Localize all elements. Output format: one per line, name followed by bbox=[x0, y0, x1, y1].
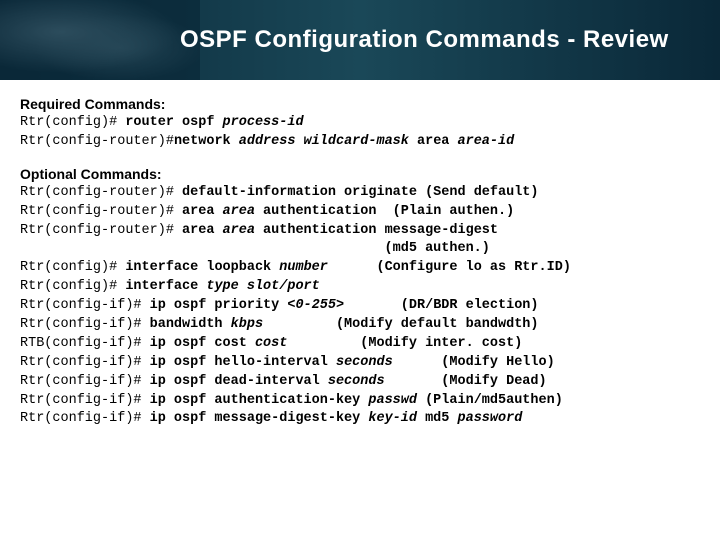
required-commands: Rtr(config)# router ospf process-id Rtr(… bbox=[20, 114, 700, 152]
page-title: OSPF Configuration Commands - Review bbox=[180, 26, 669, 54]
optional-commands: Rtr(config-router)# default-information … bbox=[20, 184, 700, 430]
optional-heading: Optional Commands: bbox=[20, 166, 700, 182]
banner-background bbox=[0, 0, 200, 80]
required-heading: Required Commands: bbox=[20, 96, 700, 112]
content-area: Required Commands: Rtr(config)# router o… bbox=[0, 80, 720, 441]
title-banner: OSPF Configuration Commands - Review bbox=[0, 0, 720, 80]
